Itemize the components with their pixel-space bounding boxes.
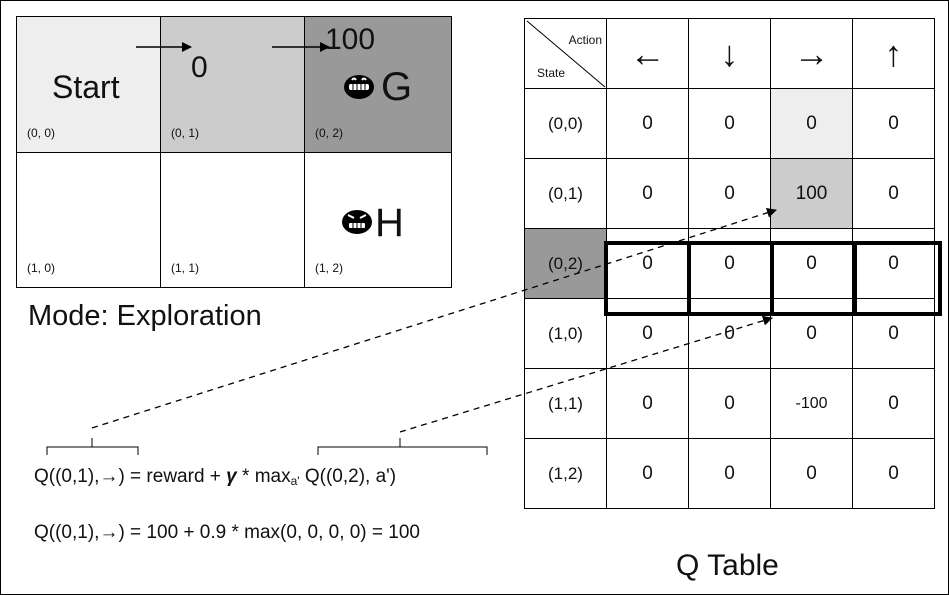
action-left-header: ← <box>606 18 689 89</box>
goal-label: G <box>381 65 413 109</box>
q-value-cell: 0 <box>606 368 689 439</box>
cell-1-0: (1, 0) <box>17 153 161 287</box>
state-cell: (0,2) <box>524 228 607 299</box>
eq1-lhs: Q((0,1),→) = reward + <box>34 466 227 487</box>
reward-label: 0 <box>191 51 208 84</box>
q-value-cell-updated: 100 <box>770 158 853 229</box>
q-table-row: (0,1) 0 0 100 0 <box>524 158 935 229</box>
corner-diagonal <box>526 20 606 88</box>
q-value-cell: 0 <box>852 438 935 509</box>
state-cell: (1,2) <box>524 438 607 509</box>
q-table-title: Q Table <box>676 549 779 582</box>
state-cell: (1,0) <box>524 298 607 369</box>
q-value-cell: 0 <box>688 438 771 509</box>
gamma-symbol: γ <box>226 466 237 487</box>
q-value-cell: 0 <box>770 88 853 159</box>
q-table-row: (0,0) 0 0 0 0 <box>524 88 935 159</box>
happy-face-icon <box>344 75 374 99</box>
state-cell: (1,1) <box>524 368 607 439</box>
state-cell: (0,0) <box>524 88 607 159</box>
cell-coord: (0, 2) <box>315 126 344 140</box>
selected-row-divider <box>687 241 691 316</box>
q-value-cell: 0 <box>852 368 935 439</box>
mode-label: Mode: Exploration <box>28 300 262 332</box>
selected-row-divider <box>770 241 774 316</box>
eq1-subscript: a' <box>290 474 300 488</box>
eq1-max: * max <box>236 466 291 487</box>
grid-world: Start (0, 0) 0 (0, 1) 100 G (0, 2) (1, 0… <box>16 16 452 288</box>
bellman-equation: Q((0,1),→) = reward + γ * maxa' Q((0,2),… <box>34 466 396 488</box>
cell-1-2: H (1, 2) <box>305 153 451 287</box>
q-value-cell: 0 <box>688 158 771 229</box>
q-table-corner: Action State <box>524 18 607 89</box>
q-value-cell: -100 <box>770 368 853 439</box>
start-label: Start <box>52 69 120 105</box>
q-value-cell: 0 <box>852 298 935 369</box>
q-table-row: (1,2) 0 0 0 0 <box>524 438 935 509</box>
q-value-cell: 0 <box>852 158 935 229</box>
cell-coord: (1, 0) <box>27 261 56 275</box>
q-value-cell: 0 <box>852 88 935 159</box>
computed-equation: Q((0,1),→) = 100 + 0.9 * max(0, 0, 0, 0)… <box>34 522 420 543</box>
cell-0-1: 0 (0, 1) <box>161 17 305 153</box>
cell-0-2: 100 G (0, 2) <box>305 17 451 153</box>
corner-action-label: Action <box>568 33 602 47</box>
action-down-header: ↓ <box>688 18 771 89</box>
cell-coord: (1, 1) <box>171 261 200 275</box>
action-right-header: → <box>770 18 853 89</box>
cell-coord: (0, 0) <box>27 126 56 140</box>
eq1-rhs: Q((0,2), a') <box>299 466 397 487</box>
q-value-cell: 0 <box>606 438 689 509</box>
cell-coord: (1, 2) <box>315 261 344 275</box>
q-value-cell: 0 <box>606 158 689 229</box>
action-up-header: ↑ <box>852 18 935 89</box>
cell-1-1: (1, 1) <box>161 153 305 287</box>
cell-coord: (0, 1) <box>171 126 200 140</box>
q-value-cell: 0 <box>688 88 771 159</box>
q-value-cell: 0 <box>852 228 935 299</box>
selected-row-divider <box>853 241 857 316</box>
corner-state-label: State <box>537 66 566 80</box>
state-cell: (0,1) <box>524 158 607 229</box>
hole-label: H <box>375 201 404 245</box>
q-table-row: (1,1) 0 0 -100 0 <box>524 368 935 439</box>
angry-face-icon <box>342 210 372 234</box>
cell-0-0: Start (0, 0) <box>17 17 161 153</box>
q-value-cell: 0 <box>770 438 853 509</box>
q-value-cell: 0 <box>688 368 771 439</box>
q-value-cell: 0 <box>606 88 689 159</box>
goal-reward-label: 100 <box>325 23 376 56</box>
q-table-header-row: Action State ← ↓ → ↑ <box>524 18 935 89</box>
